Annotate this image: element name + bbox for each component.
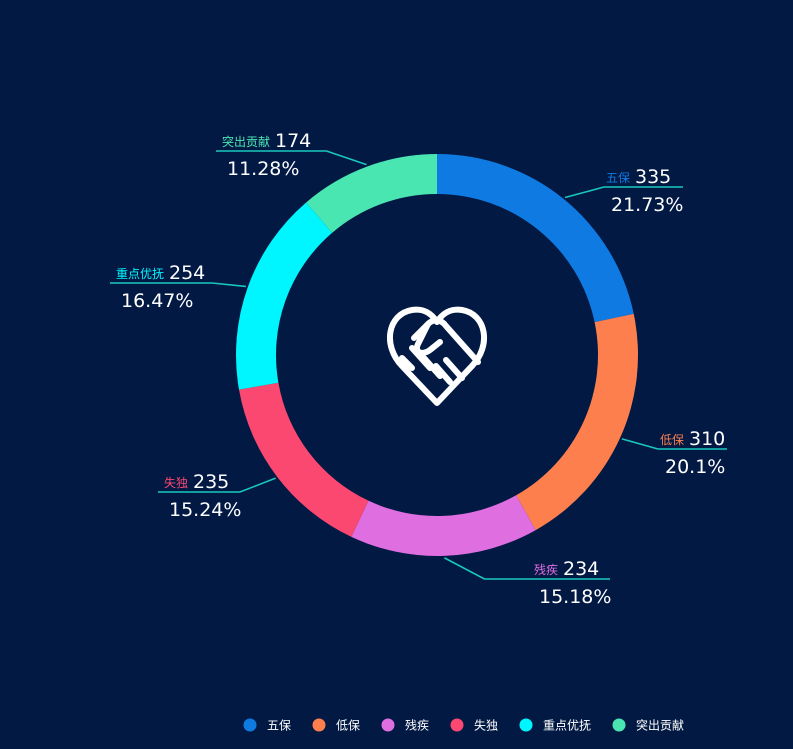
heart-handshake-icon	[386, 306, 488, 406]
donut-slice-4[interactable]	[236, 202, 333, 390]
slice-percent-label: 11.28%	[227, 158, 299, 180]
leader-line-0	[564, 186, 683, 199]
leader-line-4	[110, 282, 246, 288]
legend-marker-2[interactable]	[381, 718, 395, 732]
legend-label-4[interactable]: 重点优抚	[543, 719, 591, 733]
leader-line-1	[621, 438, 727, 450]
slice-category-label: 突出贡献	[222, 134, 270, 149]
donut-slices	[236, 154, 639, 556]
slice-percent-label: 21.73%	[611, 194, 683, 216]
slice-value-label: 235	[193, 471, 229, 493]
legend-label-1[interactable]: 低保	[336, 719, 360, 733]
leader-line-5	[216, 150, 367, 166]
slice-value-label: 234	[563, 558, 599, 580]
donut-slice-1[interactable]	[516, 313, 639, 531]
donut-slice-0[interactable]	[437, 154, 634, 323]
legend-label-0[interactable]: 五保	[267, 719, 291, 733]
legend-marker-5[interactable]	[612, 718, 626, 732]
donut-slice-3[interactable]	[239, 382, 369, 537]
slice-percent-label: 15.18%	[539, 586, 611, 608]
slice-percent-label: 16.47%	[121, 290, 193, 312]
slice-percent-label: 20.1%	[665, 456, 725, 478]
legend-label-3[interactable]: 失独	[474, 718, 498, 733]
legend-marker-0[interactable]	[243, 718, 257, 732]
slice-category-label: 低保	[660, 433, 684, 447]
slice-category-label: 五保	[606, 171, 630, 185]
slice-category-label: 残疾	[534, 562, 558, 577]
slice-value-label: 335	[635, 166, 671, 188]
donut-slice-5[interactable]	[306, 154, 437, 233]
legend: 五保 低保 残疾 失独 重点优抚 突出贡献	[243, 718, 684, 733]
legend-marker-4[interactable]	[519, 718, 533, 732]
slice-category-label: 重点优抚	[116, 267, 164, 281]
slice-percent-label: 15.24%	[169, 499, 241, 521]
legend-marker-3[interactable]	[450, 718, 464, 732]
leader-line-2	[444, 557, 610, 580]
slice-value-label: 254	[169, 262, 205, 284]
slice-category-label: 失独	[164, 475, 188, 490]
legend-label-5[interactable]: 突出贡献	[636, 718, 684, 733]
slice-value-label: 174	[275, 130, 311, 152]
leader-lines	[110, 150, 727, 580]
legend-label-2[interactable]: 残疾	[405, 718, 429, 733]
slice-labels: 五保 335 21.73% 低保 310 20.1% 残疾 234 15.18% 失独 235 15.…	[116, 130, 725, 608]
donut-slice-2[interactable]	[351, 495, 536, 556]
leader-line-3	[158, 477, 276, 493]
slice-value-label: 310	[689, 428, 725, 450]
legend-marker-1[interactable]	[312, 718, 326, 732]
